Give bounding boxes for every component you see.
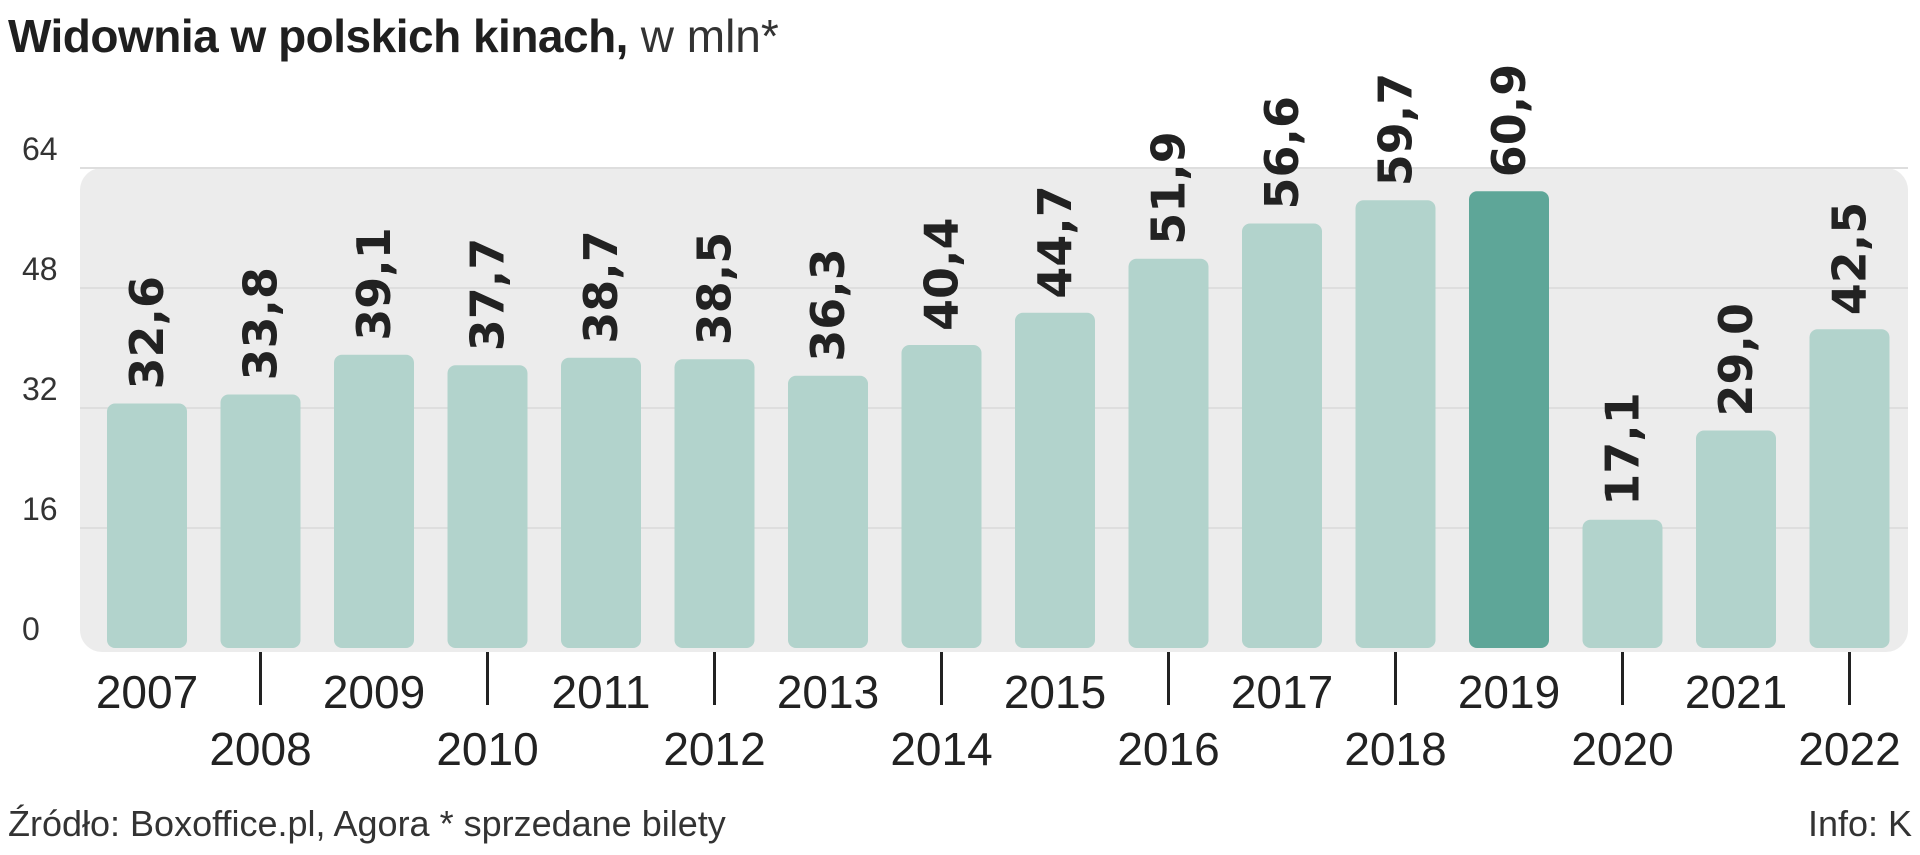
x-tick-label-2016: 2016 xyxy=(1117,723,1219,775)
x-tick-label-2011: 2011 xyxy=(552,666,651,718)
bar-2019 xyxy=(1469,191,1549,648)
bar-2017 xyxy=(1242,223,1322,648)
bar-2011 xyxy=(561,357,641,648)
x-tick-label-2008: 2008 xyxy=(209,723,311,775)
x-tick-label-2009: 2009 xyxy=(323,666,425,718)
value-label-2014: 40,4 xyxy=(915,218,969,332)
bar-2018 xyxy=(1355,200,1436,648)
value-label-2021: 29,0 xyxy=(1709,303,1763,417)
value-label-2012: 38,5 xyxy=(688,232,742,346)
chart-title-unit: w mln* xyxy=(640,10,779,62)
x-tick-label-2015: 2015 xyxy=(1004,666,1106,718)
x-tick-label-2019: 2019 xyxy=(1458,666,1560,718)
value-label-2008: 33,8 xyxy=(234,267,288,381)
bar-2012 xyxy=(674,359,755,648)
x-tick-label-2022: 2022 xyxy=(1798,723,1900,775)
bar-2008 xyxy=(220,394,301,648)
x-tick-label-2012: 2012 xyxy=(663,723,765,775)
bar-chart: 0 16 32 48 64 32,6 33,8 39,1 37,7 38,7 38,5 36,3 40… xyxy=(22,64,1908,775)
value-label-2007: 32,6 xyxy=(120,276,174,390)
bar-2010 xyxy=(447,365,528,648)
bar-2013 xyxy=(788,375,868,648)
value-labels: 32,6 33,8 39,1 37,7 38,7 38,5 36,3 40,4 44,7 51,9… xyxy=(120,64,1877,506)
source-note: Źródło: Boxoffice.pl, Agora * sprzedane … xyxy=(8,803,726,844)
bar-2020 xyxy=(1582,519,1663,648)
bar-2007 xyxy=(107,403,187,648)
value-label-2020: 17,1 xyxy=(1596,392,1650,506)
value-label-2009: 39,1 xyxy=(347,227,401,341)
value-label-2019: 60,9 xyxy=(1482,64,1536,178)
x-tick-label-2021: 2021 xyxy=(1685,666,1787,718)
y-axis-ticks: 0 16 32 48 64 xyxy=(22,131,58,647)
y-tick-label: 64 xyxy=(22,131,58,167)
bars xyxy=(107,191,1890,648)
x-tick-label-2014: 2014 xyxy=(890,723,992,775)
x-tick-label-2020: 2020 xyxy=(1571,723,1673,775)
chart-title: Widownia w polskich kinach, w mln* xyxy=(8,8,779,64)
bar-2016 xyxy=(1128,258,1209,648)
value-label-2013: 36,3 xyxy=(801,248,855,362)
value-label-2016: 51,9 xyxy=(1142,131,1196,245)
y-tick-label: 48 xyxy=(22,251,58,287)
bar-2022 xyxy=(1809,329,1890,648)
value-label-2018: 59,7 xyxy=(1369,73,1423,187)
y-tick-label: 32 xyxy=(22,371,58,407)
bar-2021 xyxy=(1696,430,1776,648)
value-label-2017: 56,6 xyxy=(1255,96,1309,210)
value-label-2022: 42,5 xyxy=(1823,202,1877,316)
bar-2015 xyxy=(1015,312,1095,648)
chart-title-main: Widownia w polskich kinach, xyxy=(8,10,628,62)
value-label-2010: 37,7 xyxy=(461,238,515,352)
x-tick-label-2013: 2013 xyxy=(777,666,879,718)
y-tick-label: 0 xyxy=(22,611,40,647)
credit-note: Info: K xyxy=(1807,803,1912,844)
x-tick-label-2010: 2010 xyxy=(436,723,538,775)
value-label-2015: 44,7 xyxy=(1028,185,1082,299)
y-tick-label: 16 xyxy=(22,491,58,527)
x-tick-label-2017: 2017 xyxy=(1231,666,1333,718)
bar-2009 xyxy=(334,354,414,648)
x-tick-label-2018: 2018 xyxy=(1344,723,1446,775)
bar-2014 xyxy=(901,345,982,648)
x-tick-label-2007: 2007 xyxy=(96,666,198,718)
value-label-2011: 38,7 xyxy=(574,230,628,344)
